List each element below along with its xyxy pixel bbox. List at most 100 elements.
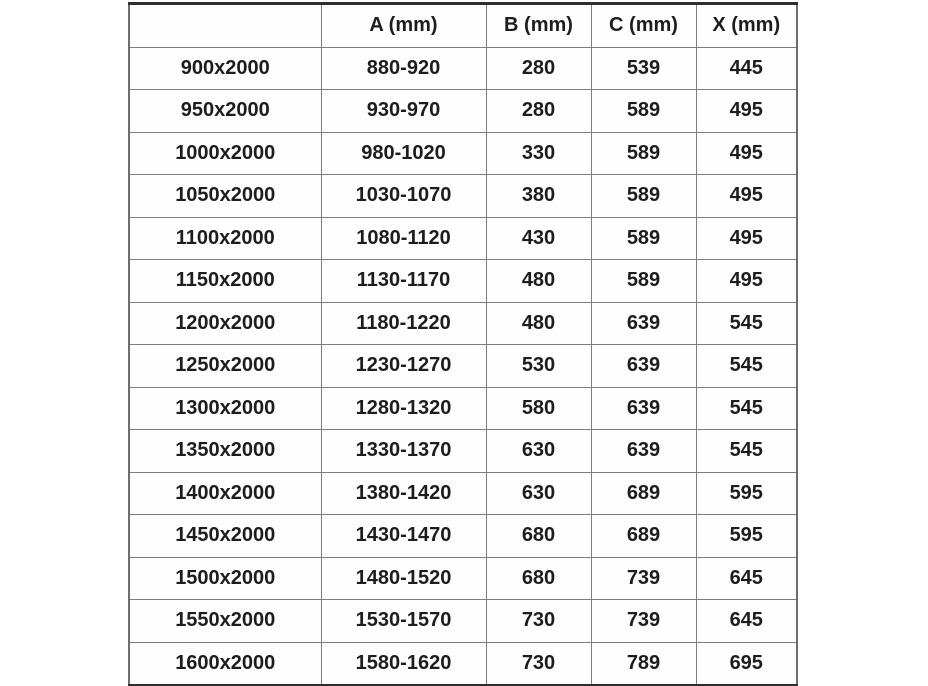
value-cell-c: 689 bbox=[590, 471, 697, 515]
value-cell-b: 630 bbox=[485, 471, 592, 515]
value-cell-a: 1030-1070 bbox=[320, 174, 487, 218]
table-row: 1500x2000 1480-1520 680 739 645 bbox=[128, 556, 798, 600]
value-cell-b: 480 bbox=[485, 259, 592, 303]
table-row: 1300x2000 1280-1320 580 639 545 bbox=[128, 386, 798, 430]
table-row: 1100x2000 1080-1120 430 589 495 bbox=[128, 216, 798, 260]
column-header-a: A (mm) bbox=[320, 3, 487, 48]
column-header-x: X (mm) bbox=[695, 3, 798, 48]
size-cell: 1000x2000 bbox=[128, 131, 322, 175]
value-cell-c: 739 bbox=[590, 599, 697, 643]
table-header: A (mm) B (mm) C (mm) X (mm) bbox=[128, 3, 798, 48]
dimensions-table: A (mm) B (mm) C (mm) X (mm) 900x2000 880… bbox=[128, 2, 798, 686]
size-cell: 1250x2000 bbox=[128, 344, 322, 388]
row-label-header bbox=[128, 3, 322, 48]
value-cell-c: 589 bbox=[590, 89, 697, 133]
value-cell-a: 930-970 bbox=[320, 89, 487, 133]
value-cell-b: 530 bbox=[485, 344, 592, 388]
table-row: 950x2000 930-970 280 589 495 bbox=[128, 89, 798, 133]
size-cell: 1050x2000 bbox=[128, 174, 322, 218]
value-cell-a: 1080-1120 bbox=[320, 216, 487, 260]
size-cell: 1100x2000 bbox=[128, 216, 322, 260]
value-cell-b: 680 bbox=[485, 556, 592, 600]
table-row: 1450x2000 1430-1470 680 689 595 bbox=[128, 514, 798, 558]
value-cell-a: 1280-1320 bbox=[320, 386, 487, 430]
value-cell-x: 495 bbox=[695, 216, 798, 260]
value-cell-x: 495 bbox=[695, 259, 798, 303]
value-cell-x: 445 bbox=[695, 46, 798, 90]
value-cell-c: 589 bbox=[590, 131, 697, 175]
value-cell-x: 495 bbox=[695, 174, 798, 218]
value-cell-a: 1530-1570 bbox=[320, 599, 487, 643]
value-cell-c: 589 bbox=[590, 216, 697, 260]
table-row: 1600x2000 1580-1620 730 789 695 bbox=[128, 641, 798, 686]
value-cell-a: 980-1020 bbox=[320, 131, 487, 175]
table-row: 1550x2000 1530-1570 730 739 645 bbox=[128, 599, 798, 643]
size-cell: 1450x2000 bbox=[128, 514, 322, 558]
table-row: 1150x2000 1130-1170 480 589 495 bbox=[128, 259, 798, 303]
header-row: A (mm) B (mm) C (mm) X (mm) bbox=[128, 3, 798, 48]
value-cell-x: 645 bbox=[695, 556, 798, 600]
value-cell-c: 639 bbox=[590, 386, 697, 430]
value-cell-a: 1480-1520 bbox=[320, 556, 487, 600]
value-cell-a: 1580-1620 bbox=[320, 641, 487, 686]
value-cell-x: 645 bbox=[695, 599, 798, 643]
size-cell: 1300x2000 bbox=[128, 386, 322, 430]
size-cell: 1600x2000 bbox=[128, 641, 322, 686]
value-cell-b: 280 bbox=[485, 46, 592, 90]
value-cell-b: 280 bbox=[485, 89, 592, 133]
value-cell-c: 639 bbox=[590, 301, 697, 345]
table-row: 1250x2000 1230-1270 530 639 545 bbox=[128, 344, 798, 388]
value-cell-a: 1330-1370 bbox=[320, 429, 487, 473]
table-row: 1050x2000 1030-1070 380 589 495 bbox=[128, 174, 798, 218]
value-cell-c: 539 bbox=[590, 46, 697, 90]
size-cell: 1150x2000 bbox=[128, 259, 322, 303]
value-cell-c: 739 bbox=[590, 556, 697, 600]
value-cell-x: 545 bbox=[695, 429, 798, 473]
table-row: 1000x2000 980-1020 330 589 495 bbox=[128, 131, 798, 175]
value-cell-c: 589 bbox=[590, 259, 697, 303]
value-cell-b: 480 bbox=[485, 301, 592, 345]
size-cell: 950x2000 bbox=[128, 89, 322, 133]
value-cell-x: 595 bbox=[695, 471, 798, 515]
value-cell-a: 1380-1420 bbox=[320, 471, 487, 515]
value-cell-a: 880-920 bbox=[320, 46, 487, 90]
value-cell-x: 545 bbox=[695, 344, 798, 388]
value-cell-c: 689 bbox=[590, 514, 697, 558]
value-cell-a: 1130-1170 bbox=[320, 259, 487, 303]
value-cell-b: 430 bbox=[485, 216, 592, 260]
value-cell-a: 1180-1220 bbox=[320, 301, 487, 345]
value-cell-a: 1430-1470 bbox=[320, 514, 487, 558]
value-cell-x: 595 bbox=[695, 514, 798, 558]
table-row: 900x2000 880-920 280 539 445 bbox=[128, 46, 798, 90]
value-cell-c: 589 bbox=[590, 174, 697, 218]
value-cell-b: 580 bbox=[485, 386, 592, 430]
size-cell: 1400x2000 bbox=[128, 471, 322, 515]
value-cell-x: 545 bbox=[695, 386, 798, 430]
value-cell-x: 695 bbox=[695, 641, 798, 686]
dimensions-table-container: A (mm) B (mm) C (mm) X (mm) 900x2000 880… bbox=[128, 2, 798, 686]
size-cell: 1200x2000 bbox=[128, 301, 322, 345]
value-cell-c: 789 bbox=[590, 641, 697, 686]
value-cell-b: 730 bbox=[485, 599, 592, 643]
value-cell-b: 330 bbox=[485, 131, 592, 175]
column-header-b: B (mm) bbox=[485, 3, 592, 48]
value-cell-a: 1230-1270 bbox=[320, 344, 487, 388]
table-row: 1200x2000 1180-1220 480 639 545 bbox=[128, 301, 798, 345]
size-cell: 1500x2000 bbox=[128, 556, 322, 600]
value-cell-c: 639 bbox=[590, 344, 697, 388]
size-cell: 1550x2000 bbox=[128, 599, 322, 643]
size-cell: 900x2000 bbox=[128, 46, 322, 90]
table-body: 900x2000 880-920 280 539 445 950x2000 93… bbox=[128, 46, 798, 686]
table-row: 1400x2000 1380-1420 630 689 595 bbox=[128, 471, 798, 515]
column-header-c: C (mm) bbox=[590, 3, 697, 48]
value-cell-x: 495 bbox=[695, 131, 798, 175]
value-cell-x: 545 bbox=[695, 301, 798, 345]
value-cell-c: 639 bbox=[590, 429, 697, 473]
size-cell: 1350x2000 bbox=[128, 429, 322, 473]
value-cell-x: 495 bbox=[695, 89, 798, 133]
table-row: 1350x2000 1330-1370 630 639 545 bbox=[128, 429, 798, 473]
value-cell-b: 630 bbox=[485, 429, 592, 473]
value-cell-b: 380 bbox=[485, 174, 592, 218]
value-cell-b: 680 bbox=[485, 514, 592, 558]
